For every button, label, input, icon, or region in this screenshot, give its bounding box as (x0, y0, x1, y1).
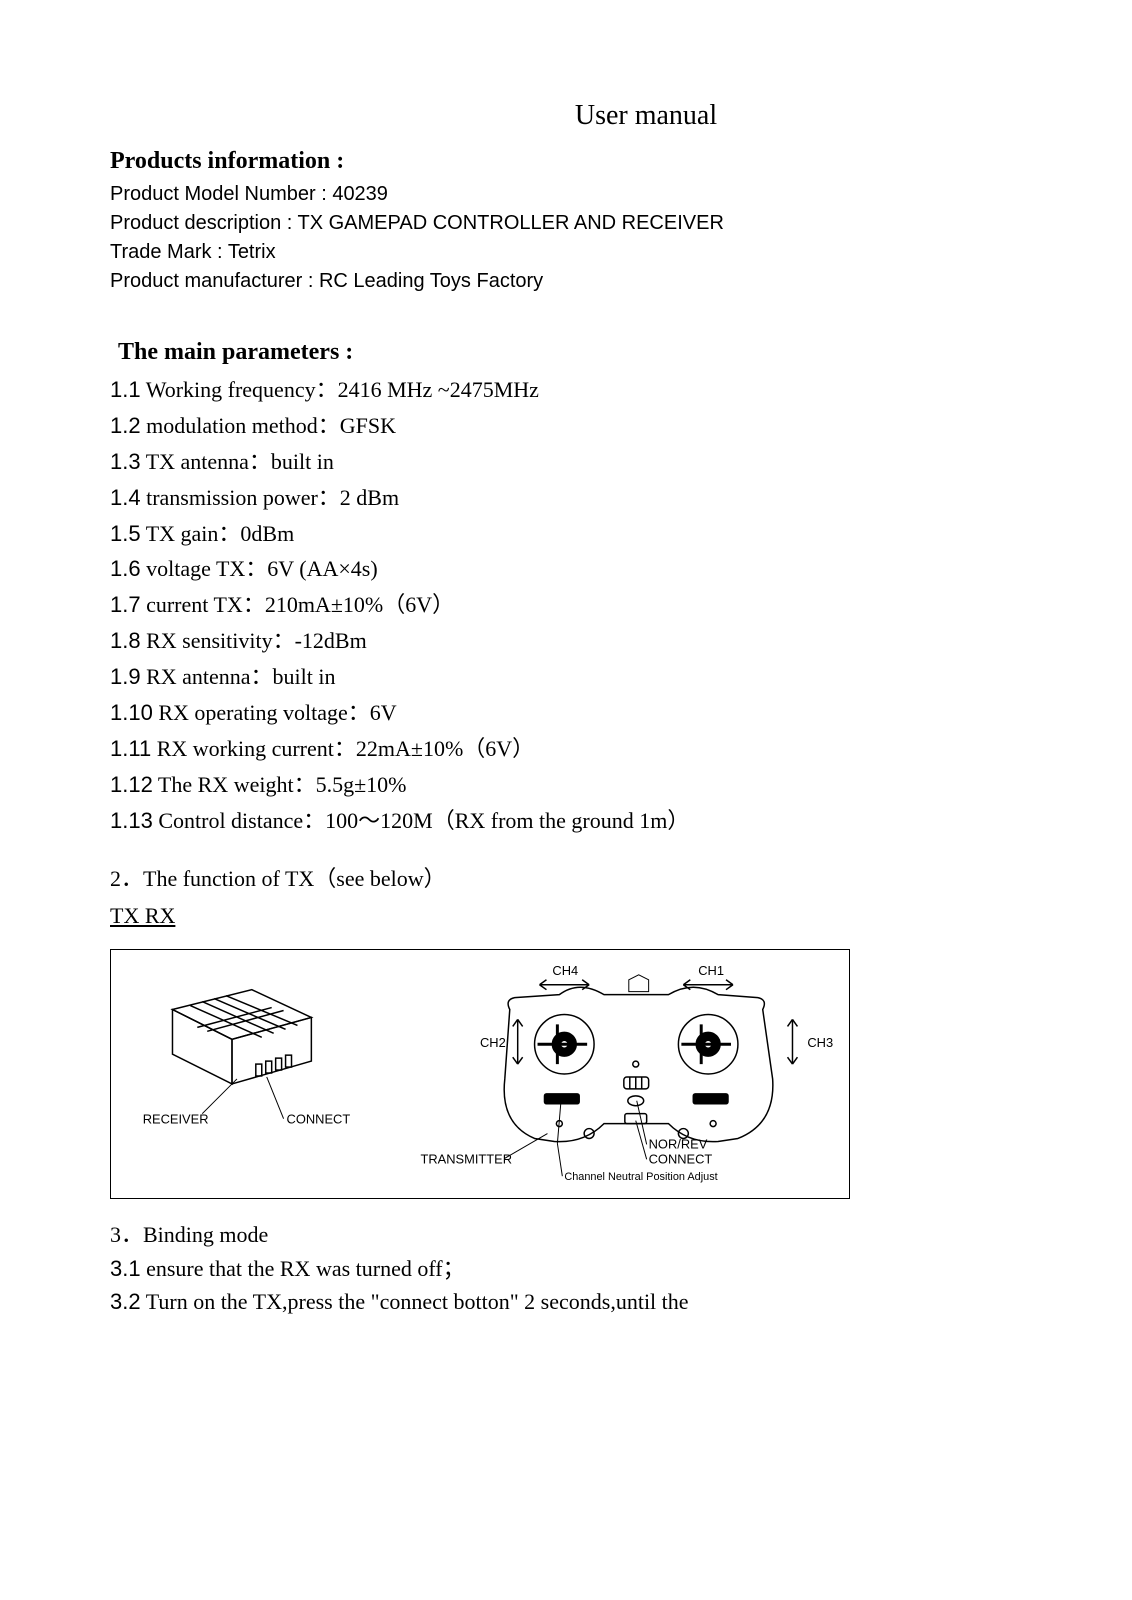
ch3-label: CH3 (807, 1035, 833, 1050)
param-item: 1.2 modulation method：GFSK (110, 410, 1022, 442)
diagram-container: RECEIVER CONNECT (110, 949, 850, 1199)
ch1-label: CH1 (698, 962, 724, 977)
param-text: modulation method：GFSK (141, 413, 396, 438)
param-num: 1.3 (110, 449, 141, 474)
param-num: 1.1 (110, 377, 141, 402)
param-item: 1.11 RX working current：22mA±10%（6V） (110, 733, 1022, 765)
param-text: Working frequency：2416 MHz ~2475MHz (141, 377, 539, 402)
products-heading: Products information : (110, 148, 1022, 175)
norrev-label: NOR/REV (649, 1136, 708, 1151)
param-text: RX sensitivity：-12dBm (141, 628, 367, 653)
param-text: voltage TX：6V (AA×4s) (141, 556, 378, 581)
binding-heading: 3．Binding mode (110, 1217, 1022, 1249)
param-num: 1.13 (110, 808, 153, 833)
param-item: 1.13 Control distance：100～120M（RX from t… (110, 805, 1022, 837)
param-item: 1.4 transmission power：2 dBm (110, 482, 1022, 514)
binding-num: 3.2 (110, 1289, 141, 1314)
transmitter-label: TRANSMITTER (420, 1151, 512, 1166)
param-text: Control distance：100～120M（RX from the gr… (153, 808, 690, 833)
ch4-label: CH4 (552, 962, 578, 977)
params-list: 1.1 Working frequency：2416 MHz ~2475MHz … (110, 374, 1022, 837)
product-model: Product Model Number : 40239 (110, 183, 1022, 206)
ch3-arrow-icon (788, 1019, 798, 1064)
param-item: 1.6 voltage TX：6V (AA×4s) (110, 553, 1022, 585)
param-text: current TX：210mA±10%（6V） (141, 592, 455, 617)
param-item: 1.10 RX operating voltage：6V (110, 697, 1022, 729)
param-text: RX antenna：built in (141, 664, 336, 689)
diagram-svg: RECEIVER CONNECT (111, 950, 849, 1198)
param-item: 1.1 Working frequency：2416 MHz ~2475MHz (110, 374, 1022, 406)
params-heading: The main parameters : (118, 339, 1022, 366)
param-text: transmission power：2 dBm (141, 485, 400, 510)
param-item: 1.3 TX antenna：built in (110, 446, 1022, 478)
binding-item: 3.1 ensure that the RX was turned off； (110, 1253, 1022, 1285)
product-trademark: Trade Mark : Tetrix (110, 241, 1022, 264)
param-num: 1.4 (110, 485, 141, 510)
ch1-arrow-icon (683, 979, 733, 989)
ch2-label: CH2 (480, 1035, 506, 1050)
param-num: 1.8 (110, 628, 141, 653)
binding-text: ensure that the RX was turned off； (141, 1256, 465, 1281)
ch4-arrow-icon (540, 979, 590, 989)
section2-heading: 2．The function of TX（see below） (110, 861, 1022, 893)
connect-label: CONNECT (287, 1111, 351, 1126)
binding-item: 3.2 Turn on the TX,press the "connect bo… (110, 1286, 1022, 1318)
param-num: 1.12 (110, 772, 153, 797)
param-item: 1.9 RX antenna：built in (110, 661, 1022, 693)
receiver-icon (172, 989, 311, 1083)
ch2-arrow-icon (513, 1019, 523, 1064)
binding-num: 3.1 (110, 1256, 141, 1281)
product-manufacturer: Product manufacturer : RC Leading Toys F… (110, 270, 1022, 293)
param-item: 1.7 current TX：210mA±10%（6V） (110, 589, 1022, 621)
param-num: 1.2 (110, 413, 141, 438)
param-item: 1.12 The RX weight：5.5g±10% (110, 769, 1022, 801)
txrx-label: TX RX (110, 903, 175, 929)
transmitter-icon (504, 987, 773, 1141)
page-title: User manual (270, 100, 1022, 132)
param-num: 1.9 (110, 664, 141, 689)
neutral-label: Channel Neutral Position Adjust (564, 1171, 717, 1183)
param-num: 1.6 (110, 556, 141, 581)
param-text: RX operating voltage：6V (153, 700, 397, 725)
param-num: 1.11 (110, 736, 151, 761)
param-num: 1.7 (110, 592, 141, 617)
binding-text: Turn on the TX,press the "connect botton… (141, 1289, 689, 1314)
param-num: 1.10 (110, 700, 153, 725)
param-text: TX antenna：built in (141, 449, 334, 474)
product-description: Product description : TX GAMEPAD CONTROL… (110, 212, 1022, 235)
receiver-label: RECEIVER (143, 1111, 209, 1126)
connect2-label: CONNECT (649, 1151, 713, 1166)
param-item: 1.8 RX sensitivity：-12dBm (110, 625, 1022, 657)
param-text: The RX weight：5.5g±10% (153, 772, 407, 797)
param-item: 1.5 TX gain：0dBm (110, 518, 1022, 550)
param-text: TX gain：0dBm (141, 521, 295, 546)
param-num: 1.5 (110, 521, 141, 546)
param-text: RX working current：22mA±10%（6V） (151, 736, 534, 761)
